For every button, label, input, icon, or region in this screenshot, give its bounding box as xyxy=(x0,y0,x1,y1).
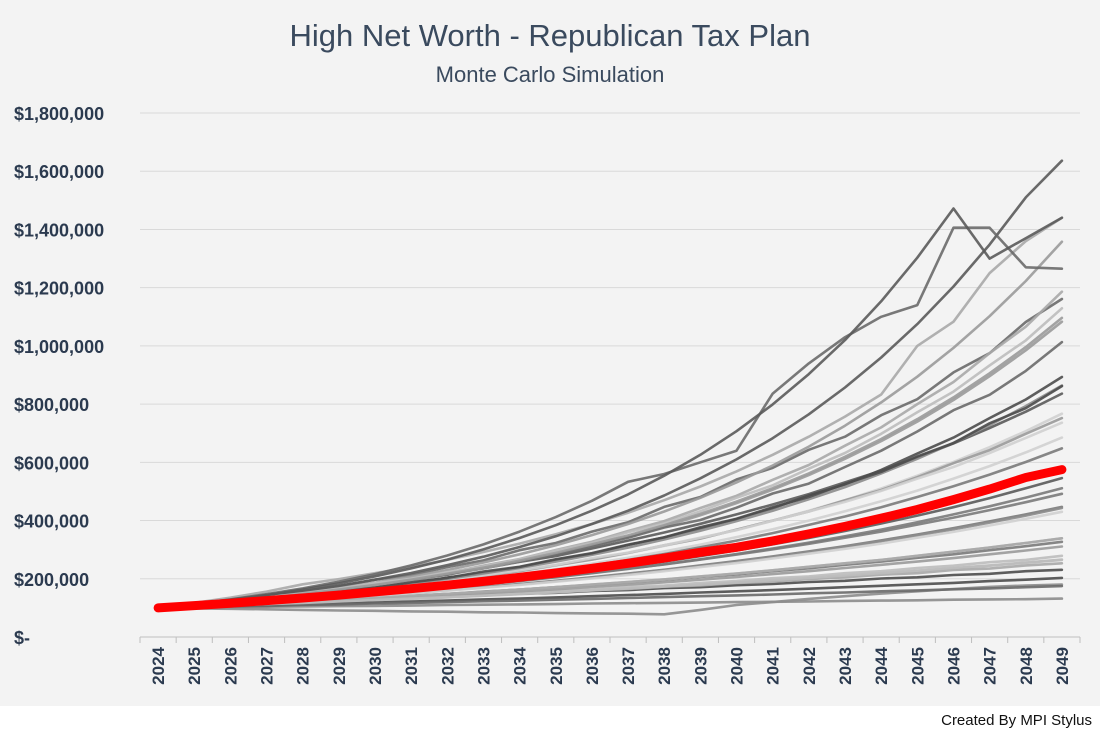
credit-label: Created By MPI Stylus xyxy=(941,712,1092,729)
y-tick-label: $1,800,000 xyxy=(14,104,104,124)
x-tick-label: 2026 xyxy=(221,647,240,685)
x-tick-label: 2045 xyxy=(908,647,927,685)
simulation-series-line xyxy=(156,558,1064,610)
x-tick-label: 2027 xyxy=(258,647,277,685)
chart-subtitle: Monte Carlo Simulation xyxy=(436,62,665,87)
x-tick-label: 2042 xyxy=(800,647,819,685)
y-tick-label: $800,000 xyxy=(14,395,89,415)
y-tick-label: $600,000 xyxy=(14,453,89,473)
y-tick-label: $400,000 xyxy=(14,512,89,532)
x-tick-label: 2049 xyxy=(1053,647,1072,685)
chart-title: High Net Worth - Republican Tax Plan xyxy=(290,18,811,53)
x-tick-label: 2031 xyxy=(402,647,421,685)
x-tick-label: 2025 xyxy=(185,647,204,685)
simulation-series-line xyxy=(156,159,1064,610)
x-tick-label: 2033 xyxy=(474,647,493,685)
x-tick-label: 2038 xyxy=(655,647,674,685)
x-tick-label: 2029 xyxy=(330,647,349,685)
median-line-layer xyxy=(153,465,1067,613)
x-tick-label: 2028 xyxy=(294,647,313,685)
y-tick-label: $1,600,000 xyxy=(14,162,104,182)
x-tick-label: 2040 xyxy=(728,647,747,685)
x-tick-label: 2034 xyxy=(511,646,530,684)
x-tick-label: 2036 xyxy=(583,647,602,685)
x-tick-label: 2035 xyxy=(547,647,566,685)
x-tick-label: 2044 xyxy=(872,646,891,684)
gridlines xyxy=(140,112,1080,580)
y-tick-label: $- xyxy=(14,628,30,648)
y-tick-label: $1,200,000 xyxy=(14,279,104,299)
simulation-series-line xyxy=(156,584,1064,610)
line-chart: High Net Worth - Republican Tax Plan Mon… xyxy=(14,18,1081,685)
x-tick-label: 2043 xyxy=(836,647,855,685)
x-tick-label: 2039 xyxy=(691,647,710,685)
x-tick-label: 2048 xyxy=(1017,647,1036,685)
x-tick-label: 2032 xyxy=(438,647,457,685)
x-tick-label: 2024 xyxy=(149,646,168,684)
simulation-lines xyxy=(156,159,1064,616)
x-tick-label: 2041 xyxy=(764,647,783,685)
x-tick-label: 2046 xyxy=(944,647,963,685)
simulation-series-line xyxy=(156,597,1064,610)
simulation-series-line xyxy=(156,207,1064,610)
y-tick-label: $1,400,000 xyxy=(14,220,104,240)
y-tick-label: $1,000,000 xyxy=(14,337,104,357)
x-tick-label: 2047 xyxy=(981,647,1000,685)
x-tick-label: 2030 xyxy=(366,647,385,685)
median-series-line xyxy=(153,465,1067,613)
chart-area: High Net Worth - Republican Tax Plan Mon… xyxy=(0,0,1100,706)
axes: $- $200,000 $400,000 $600,000 $800,000 $1,000… xyxy=(14,104,1081,685)
y-tick-label: $200,000 xyxy=(14,570,89,590)
x-tick-label: 2037 xyxy=(619,647,638,685)
